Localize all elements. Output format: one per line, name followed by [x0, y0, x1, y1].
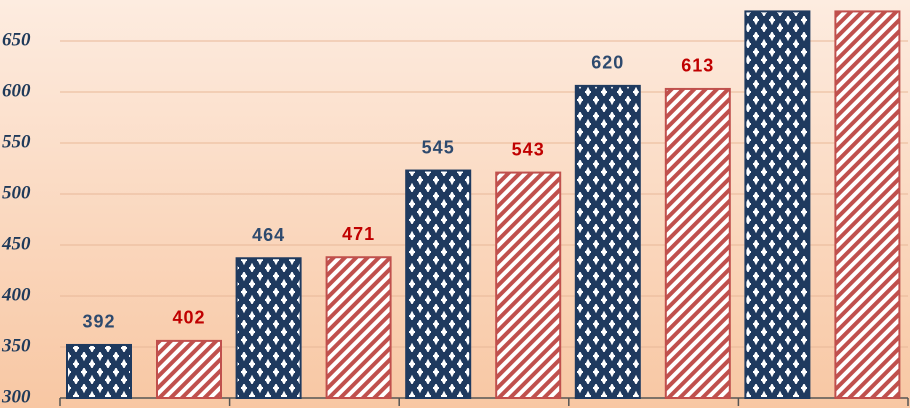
data-label: 392: [82, 312, 115, 332]
bar: [744, 10, 811, 399]
bar: [834, 10, 901, 399]
data-label: 402: [172, 308, 205, 328]
y-tick-label: 450: [1, 233, 31, 254]
bar: [495, 171, 562, 399]
data-label: 464: [252, 225, 285, 245]
bar: [405, 169, 472, 399]
y-tick-label: 600: [2, 80, 31, 101]
bar: [235, 257, 302, 400]
y-tick-label: 350: [1, 335, 31, 356]
bar: [664, 87, 731, 399]
data-label: 471: [342, 224, 375, 244]
data-label: 543: [512, 139, 545, 159]
bar: [156, 339, 222, 400]
y-tick-label: 400: [1, 284, 31, 305]
bar: [325, 256, 392, 399]
data-label: 613: [681, 56, 714, 76]
y-tick-label: 650: [2, 29, 31, 50]
data-label: 545: [422, 137, 455, 157]
bar: [66, 343, 132, 399]
y-tick-label: 550: [2, 131, 31, 152]
y-tick-label: 300: [1, 386, 31, 407]
bar: [574, 84, 641, 399]
data-label: 620: [591, 53, 624, 73]
y-tick-label: 500: [2, 182, 31, 203]
